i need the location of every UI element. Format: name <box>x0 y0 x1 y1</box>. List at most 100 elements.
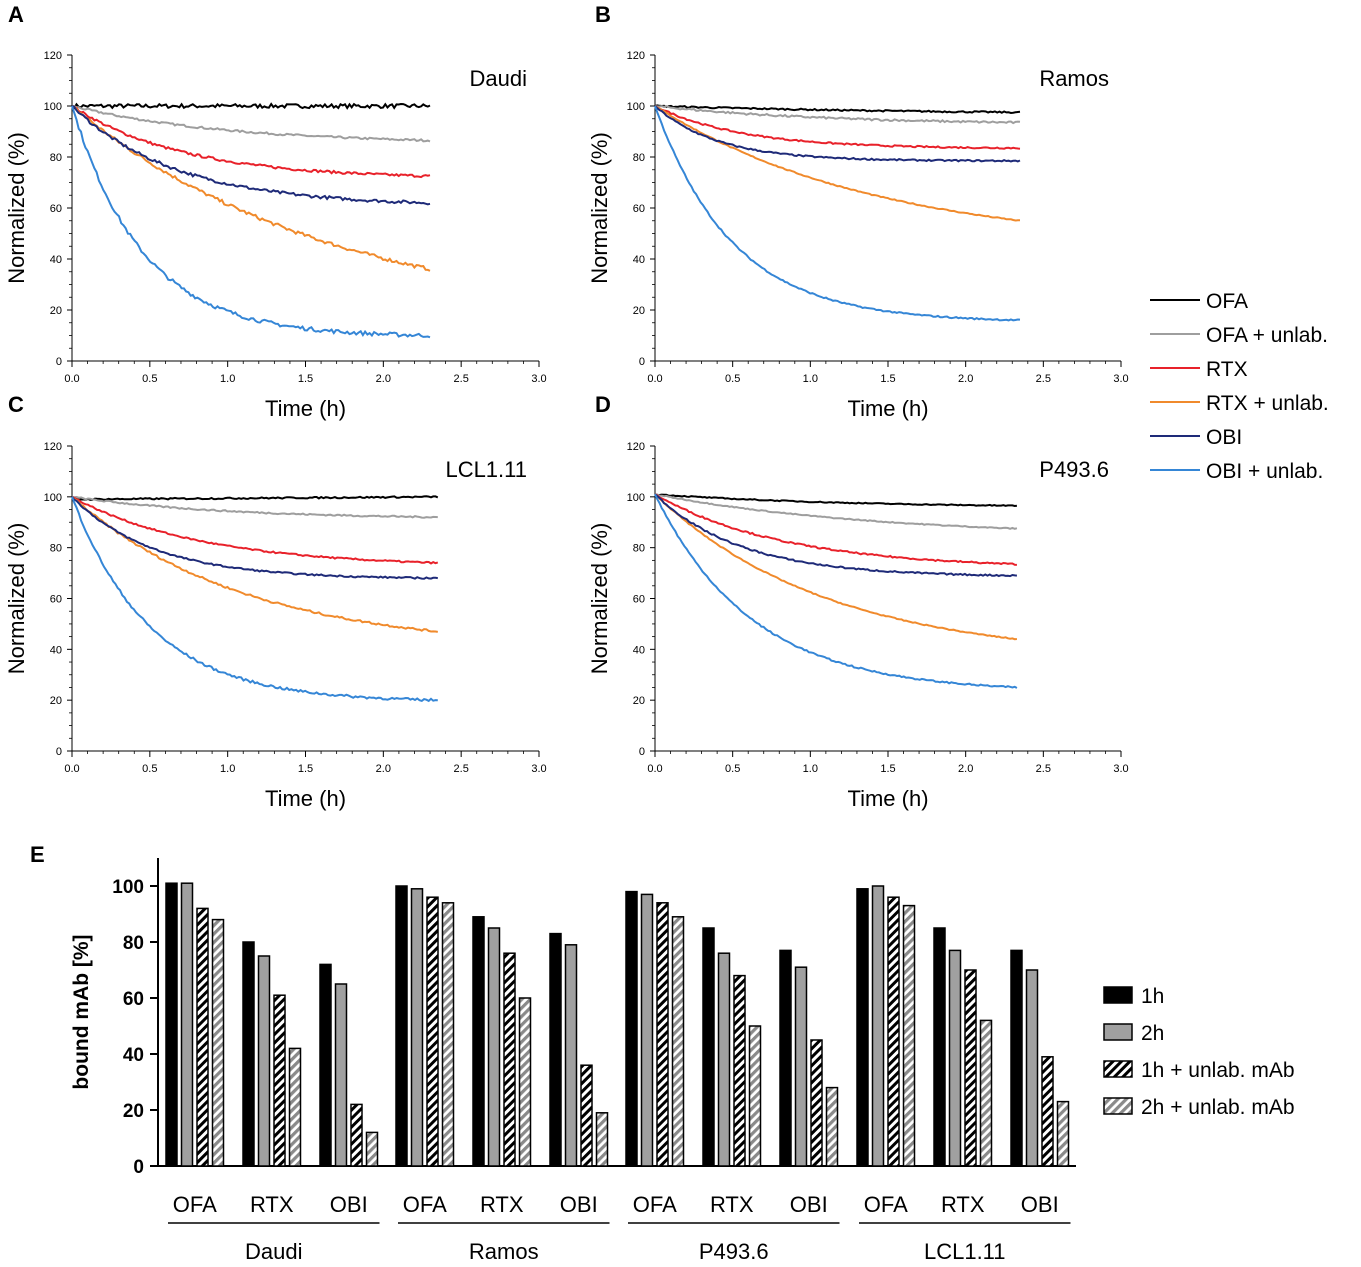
bar-lcl1-11-obi-2h <box>1025 969 1039 1167</box>
x-tick-label: 0.0 <box>647 373 662 385</box>
legend-swatch-1h-unlab-mab <box>1103 1060 1133 1078</box>
bar-ramos-ofa-1h-unlab-mab <box>426 896 439 1167</box>
bar-lcl1-11-ofa-1h-unlab-mab <box>887 896 900 1167</box>
y-tick-label: 0 <box>56 356 62 368</box>
bar-daudi-ofa-1h-unlab-mab <box>196 907 209 1167</box>
x-tick-label: 0.0 <box>64 373 79 385</box>
y-tick-label: 40 <box>50 254 62 266</box>
series-line-obi-unlab <box>71 496 438 703</box>
x-tick-label: 2.0 <box>376 763 391 775</box>
x-tick-label: 3.0 <box>1113 373 1128 385</box>
x-tick-label: 2.0 <box>376 373 391 385</box>
bar-lcl1-11-rtx-1h <box>933 927 946 1167</box>
series-line-obi-unlab <box>71 105 431 339</box>
series-line-obi <box>71 496 438 580</box>
x-tick-label: 3.0 <box>531 763 546 775</box>
bar-daudi-obi-2h-unlab-mab <box>365 1131 379 1167</box>
bar-legend: 1h 2h 1h + unlab. mAb 2h + unlab. mAb <box>1103 985 1295 1119</box>
y-tick-label: 80 <box>123 933 144 954</box>
series-line-ofa-unlab <box>71 105 431 143</box>
y-tick-label: 60 <box>50 203 62 215</box>
bar-p493-6-ofa-2h <box>640 893 654 1167</box>
bar-daudi-obi-1h-unlab-mab <box>350 1103 363 1167</box>
bar-lcl1-11-rtx-1h-unlab-mab <box>964 969 977 1167</box>
bar-daudi-obi-2h <box>334 983 348 1167</box>
y-tick-label: 60 <box>633 594 645 606</box>
x-axis-label: Time (h) <box>265 396 346 421</box>
category-label-obi: OBI <box>330 1192 368 1217</box>
series-line-ofa <box>71 495 439 501</box>
legend-label-rtx-unlab: RTX + unlab. <box>1206 392 1329 415</box>
x-tick-label: 1.0 <box>803 763 818 775</box>
bar-ramos-obi-2h <box>564 944 578 1167</box>
bar-daudi-ofa-2h <box>180 882 194 1167</box>
series-line-ofa-unlab <box>654 493 1018 530</box>
series-line-rtx <box>71 495 439 565</box>
bar-ramos-ofa-1h <box>395 885 408 1167</box>
y-axis-label: Normalized (%) <box>4 132 29 284</box>
bar-p493-6-rtx-1h <box>702 927 715 1167</box>
series-line-ofa <box>654 493 1018 508</box>
series-line-rtx <box>654 493 1017 566</box>
legend-label-rtx: RTX <box>1206 358 1248 381</box>
category-label-rtx: RTX <box>250 1192 294 1217</box>
y-tick-label: 0 <box>133 1157 144 1178</box>
y-tick-label: 20 <box>633 695 645 707</box>
bar-lcl1-11-obi-1h <box>1010 949 1023 1167</box>
series-line-ofa <box>71 102 431 110</box>
x-axis-label: Time (h) <box>265 786 346 811</box>
x-tick-label: 1.0 <box>803 373 818 385</box>
series-line-rtx-unlab <box>71 105 431 272</box>
y-tick-label: 0 <box>639 356 645 368</box>
panel-d-line-chart: 0 20 40 60 80 100 120 0.0 0.5 1.0 1.5 2.0 2.5 3.0 Time… <box>587 441 1129 811</box>
bar-ramos-obi-1h-unlab-mab <box>580 1064 593 1167</box>
bar-ramos-obi-2h-unlab-mab <box>595 1112 609 1167</box>
bar-daudi-rtx-1h-unlab-mab <box>273 994 286 1167</box>
x-tick-label: 3.0 <box>1113 763 1128 775</box>
category-label-rtx: RTX <box>480 1192 524 1217</box>
y-axis-label: Normalized (%) <box>4 523 29 675</box>
x-tick-label: 1.0 <box>220 763 235 775</box>
bar-daudi-rtx-1h <box>242 941 255 1167</box>
bar-lcl1-11-rtx-2h <box>948 949 962 1167</box>
legend-label-2h-unlab-mab: 2h + unlab. mAb <box>1141 1096 1295 1119</box>
panel-e-bar-chart: 0 20 40 60 80 100 bound mAb [%] OFA RTX OBI Daudi O… <box>70 858 1076 1264</box>
panel-letter-d: D <box>595 392 611 417</box>
y-tick-label: 120 <box>44 50 62 62</box>
bar-lcl1-11-obi-1h-unlab-mab <box>1041 1056 1054 1167</box>
panel-letter-c: C <box>8 392 24 417</box>
y-tick-label: 20 <box>123 1101 144 1122</box>
category-label-ofa: OFA <box>633 1192 677 1217</box>
series-line-rtx-unlab <box>71 496 438 633</box>
bar-lcl1-11-rtx-2h-unlab-mab <box>979 1019 993 1167</box>
x-tick-label: 2.5 <box>454 373 469 385</box>
bar-daudi-rtx-2h-unlab-mab <box>288 1047 302 1167</box>
group-label-p493-6: P493.6 <box>699 1239 769 1264</box>
bar-ramos-ofa-2h-unlab-mab <box>441 902 455 1167</box>
y-tick-label: 80 <box>50 152 62 164</box>
x-tick-label: 2.5 <box>1036 763 1051 775</box>
y-tick-label: 40 <box>123 1045 144 1066</box>
y-tick-label: 40 <box>633 644 645 656</box>
bar-daudi-obi-1h <box>319 963 332 1167</box>
y-tick-label: 100 <box>112 877 144 898</box>
category-label-ofa: OFA <box>173 1192 217 1217</box>
series-line-obi <box>71 105 431 206</box>
x-tick-label: 0.0 <box>64 763 79 775</box>
x-tick-label: 1.5 <box>298 373 313 385</box>
category-label-rtx: RTX <box>710 1192 754 1217</box>
y-tick-label: 20 <box>50 695 62 707</box>
series-line-ofa-unlab <box>71 495 438 519</box>
panel-letter-b: B <box>595 2 611 27</box>
bar-ramos-rtx-2h <box>487 927 501 1167</box>
bar-lcl1-11-ofa-1h <box>856 888 869 1167</box>
group-label-lcl1-11: LCL1.11 <box>924 1239 1006 1264</box>
x-axis-label: Time (h) <box>847 396 928 421</box>
series-line-obi-unlab <box>654 493 1018 689</box>
legend-label-1h-unlab-mab: 1h + unlab. mAb <box>1141 1059 1295 1082</box>
y-axis-label: Normalized (%) <box>587 523 612 675</box>
category-label-ofa: OFA <box>403 1192 447 1217</box>
group-label-daudi: Daudi <box>245 1239 302 1264</box>
y-tick-label: 40 <box>50 644 62 656</box>
